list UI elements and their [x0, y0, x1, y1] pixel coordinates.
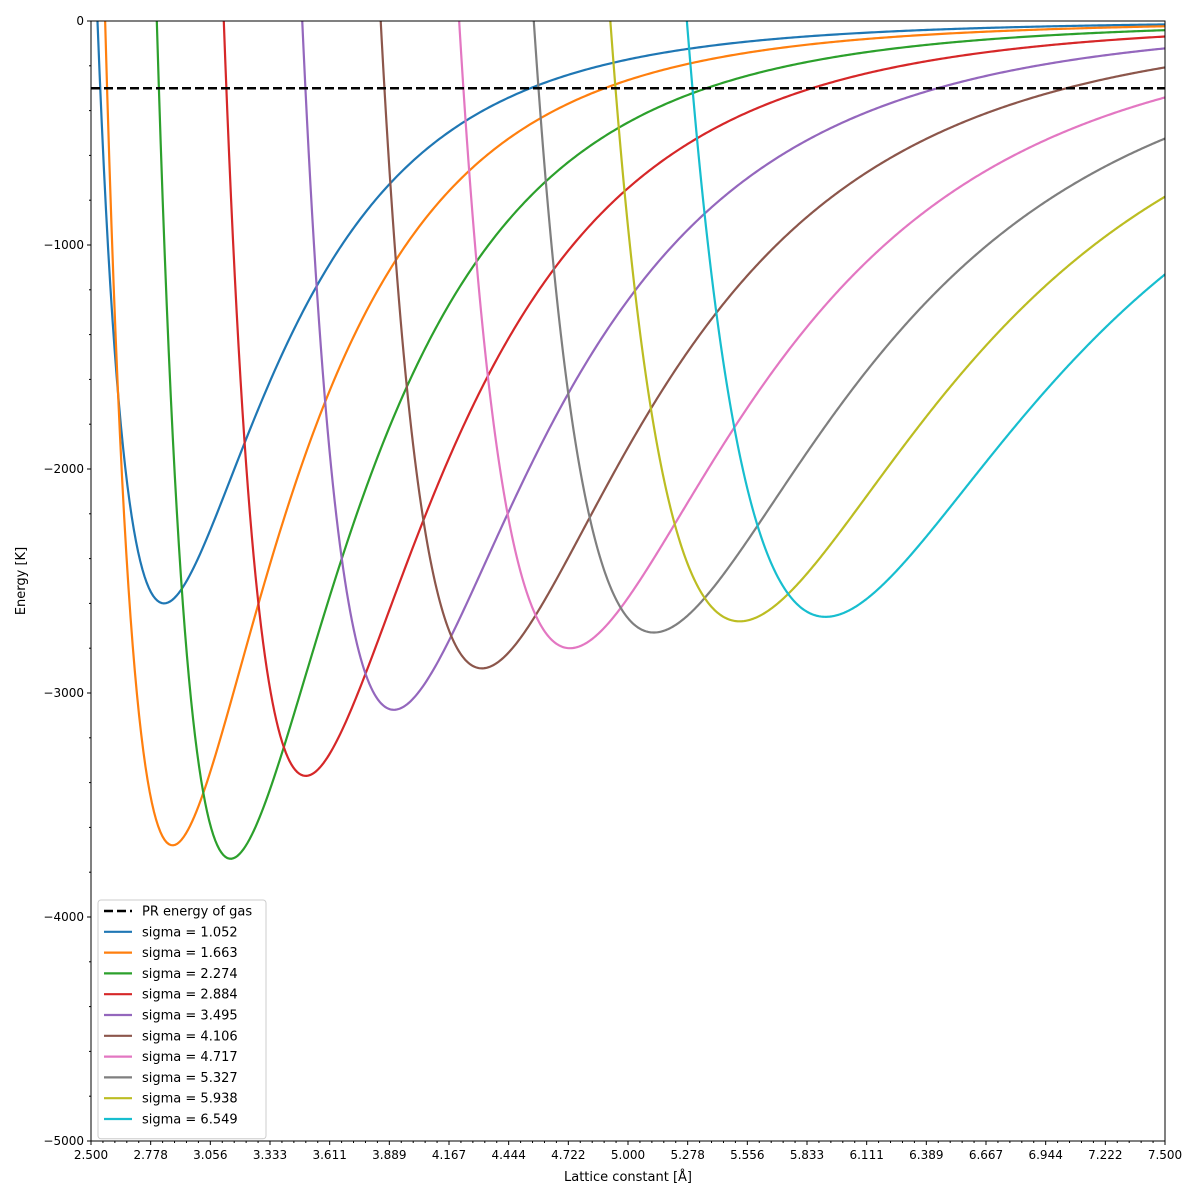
x-tick-label: 4.722: [551, 1148, 585, 1162]
y-tick-label: −5000: [43, 1134, 84, 1148]
x-tick-label: 2.500: [74, 1148, 108, 1162]
x-tick-label: 5.278: [670, 1148, 704, 1162]
x-tick-label: 6.667: [969, 1148, 1003, 1162]
x-tick-label: 6.111: [849, 1148, 883, 1162]
legend: PR energy of gas sigma = 1.052 sigma = 1.6…: [97, 899, 267, 1140]
legend-box: [97, 899, 267, 1140]
y-tick-label: 0: [76, 14, 84, 28]
legend-label: sigma = 4.717: [142, 1050, 238, 1065]
x-tick-label: 7.500: [1148, 1148, 1182, 1162]
series-line-4: [222, 21, 1165, 777]
legend-label: sigma = 5.327: [142, 1071, 238, 1086]
x-tick-label: 4.167: [432, 1148, 466, 1162]
y-tick-label: −2000: [43, 462, 84, 476]
series-line-10: [685, 21, 1165, 618]
series-line-2: [104, 21, 1165, 847]
x-tick-label: 5.833: [790, 1148, 824, 1162]
series-line-8: [532, 21, 1165, 634]
x-tick-label: 6.944: [1028, 1148, 1062, 1162]
y-tick-label: −1000: [43, 238, 84, 252]
x-tick-label: 3.333: [253, 1148, 287, 1162]
x-tick-label: 5.556: [730, 1148, 764, 1162]
x-tick-label: 2.778: [133, 1148, 167, 1162]
legend-label: sigma = 2.274: [142, 967, 238, 982]
legend-label: sigma = 2.884: [142, 988, 238, 1003]
y-tick-label: −4000: [43, 910, 84, 924]
y-axis-label: Energy [K]: [14, 547, 29, 615]
plot-area: [91, 21, 1165, 860]
series-line-1: [96, 21, 1165, 605]
x-tick-label: 6.389: [909, 1148, 943, 1162]
legend-label: PR energy of gas: [142, 905, 252, 920]
x-tick-label: 5.000: [611, 1148, 645, 1162]
x-tick-label: 7.222: [1088, 1148, 1122, 1162]
legend-label: sigma = 1.663: [142, 946, 238, 961]
y-axis: 0 −1000 −2000 −3000 −4000 −5000: [43, 14, 91, 1148]
x-tick-label: 3.889: [372, 1148, 406, 1162]
series-line-3: [155, 21, 1165, 860]
legend-label: sigma = 5.938: [142, 1092, 238, 1107]
y-tick-label: −3000: [43, 686, 84, 700]
x-axis: 2.500 2.778 3.056 3.333 3.611 3.889 4.167 4.444…: [74, 1141, 1182, 1162]
x-axis-label: Lattice constant [Å]: [564, 1169, 692, 1185]
legend-label: sigma = 4.106: [142, 1029, 238, 1044]
legend-label: sigma = 1.052: [142, 925, 238, 940]
series-line-9: [609, 21, 1165, 623]
x-tick-label: 3.056: [193, 1148, 227, 1162]
series-line-7: [458, 21, 1165, 650]
series-line-5: [301, 21, 1165, 711]
x-tick-label: 3.611: [312, 1148, 346, 1162]
legend-label: sigma = 3.495: [142, 1009, 238, 1024]
x-tick-label: 4.444: [491, 1148, 525, 1162]
series-line-6: [379, 21, 1165, 670]
legend-label: sigma = 6.549: [142, 1113, 238, 1128]
